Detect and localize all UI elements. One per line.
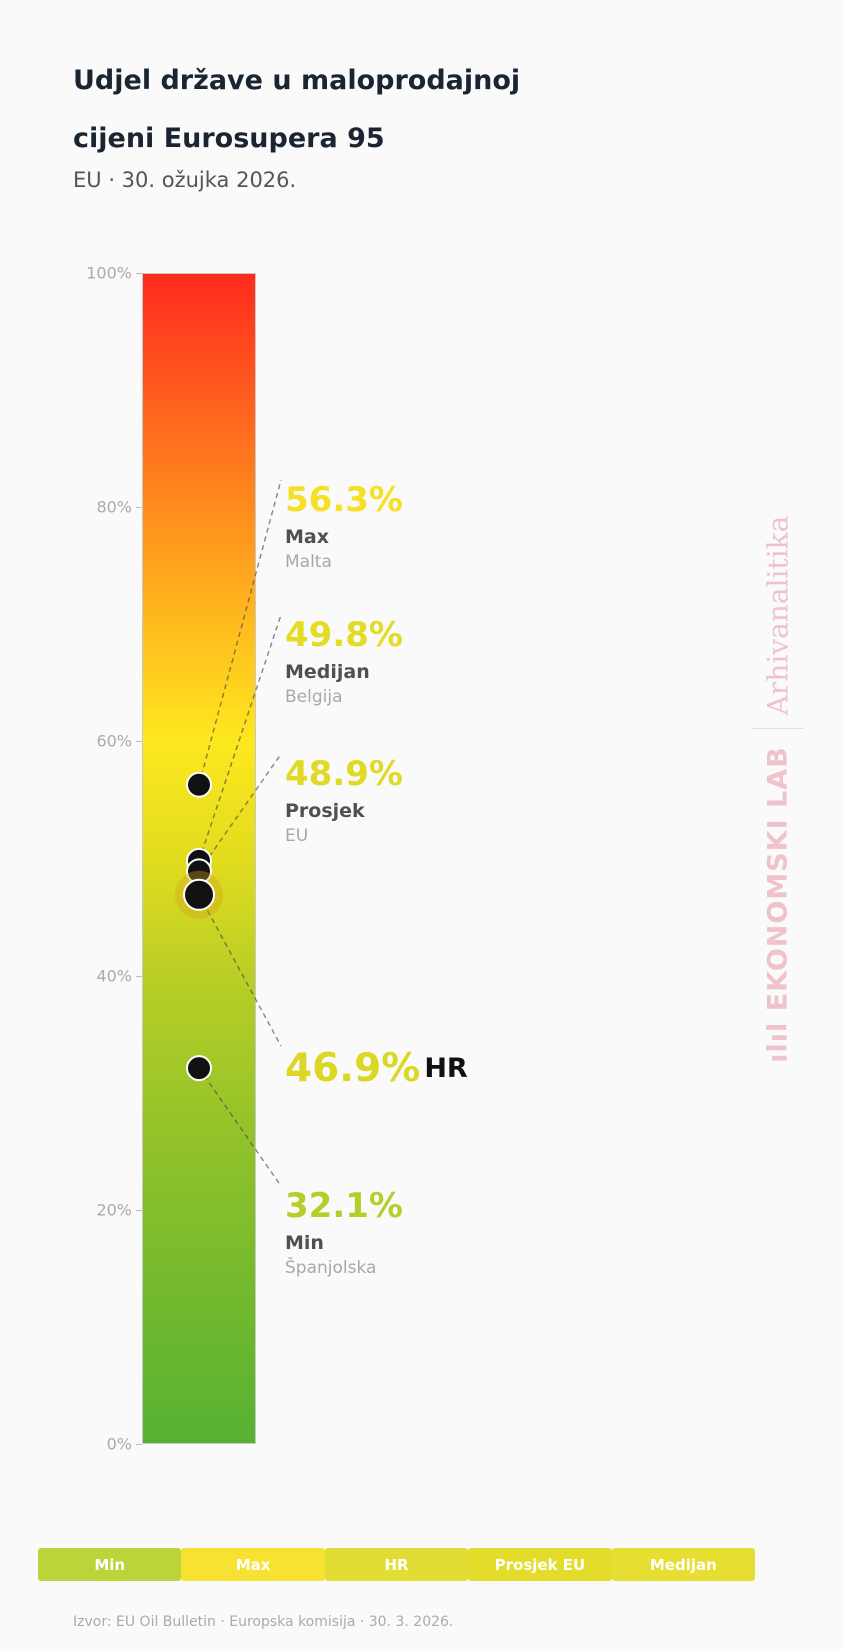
callout-value: 48.9%: [285, 754, 403, 794]
legend-item: HR: [324, 1548, 469, 1581]
callout-label: Prosjek: [285, 800, 365, 822]
watermark-ekonomski-lab: ılıl EKONOMSKI LAB: [762, 745, 794, 1063]
y-tick-label: 20%: [96, 1200, 132, 1220]
y-tick-mark: [136, 975, 142, 977]
callout-label: HR: [424, 1053, 468, 1084]
callout-value: 46.9%: [285, 1046, 421, 1091]
y-tick-mark: [136, 1444, 142, 1445]
y-tick-label: 60%: [96, 731, 132, 751]
watermark-divider: [752, 728, 804, 729]
callout-hr: 46.9% HR: [285, 1046, 468, 1091]
callout-label: Min: [285, 1232, 324, 1254]
callout-mean: 48.9% Prosjek EU: [285, 754, 403, 846]
source-footer: Izvor: EU Oil Bulletin · Europska komisi…: [73, 1614, 454, 1630]
callout-value: 32.1%: [285, 1186, 403, 1226]
callout-value: 49.8%: [285, 615, 403, 655]
watermark-arhivanalitika: Arhivanalitika: [761, 515, 795, 715]
y-tick-label: 0%: [106, 1434, 132, 1454]
legend-item: Max: [181, 1548, 325, 1581]
y-tick-mark: [136, 273, 142, 274]
y-tick-label: 100%: [86, 263, 132, 283]
y-tick-mark: [136, 741, 142, 743]
callout-country: Španjolska: [285, 1258, 377, 1278]
callout-country: Malta: [285, 552, 332, 572]
watermark: Arhivanalitika ılıl EKONOMSKI LAB: [752, 515, 804, 1063]
y-tick-mark: [136, 507, 142, 509]
callout-min: 32.1% Min Španjolska: [285, 1186, 403, 1278]
legend-item: Prosjek EU: [468, 1548, 612, 1581]
leader-line-max: [198, 479, 282, 785]
y-tick-label: 80%: [96, 497, 132, 517]
leader-line-median: [198, 614, 282, 862]
callout-country: Belgija: [285, 687, 343, 707]
data-point-hr: [183, 878, 215, 911]
leader-line-mean: [198, 753, 282, 872]
chart-title: Udjel države u maloprodajnoj cijeni Euro…: [73, 65, 521, 154]
y-tick-mark: [136, 1209, 142, 1211]
callout-label: Medijan: [285, 661, 370, 683]
callout-label: Max: [285, 526, 329, 548]
callout-value: 56.3%: [285, 480, 403, 520]
leader-line-min: [198, 1067, 282, 1187]
data-point-max: [186, 771, 212, 798]
legend-item: Min: [38, 1548, 182, 1581]
leader-line-hr: [198, 894, 282, 1047]
callout-max: 56.3% Max Malta: [285, 480, 403, 572]
chart-subtitle: EU · 30. ožujka 2026.: [73, 168, 297, 192]
callout-median: 49.8% Medijan Belgija: [285, 615, 403, 707]
legend-item: Medijan: [611, 1548, 756, 1581]
data-point-min: [186, 1055, 212, 1082]
y-tick-label: 40%: [96, 966, 132, 986]
legend: Min Max HR Prosjek EU Medijan: [38, 1548, 756, 1581]
callout-country: EU: [285, 826, 309, 846]
